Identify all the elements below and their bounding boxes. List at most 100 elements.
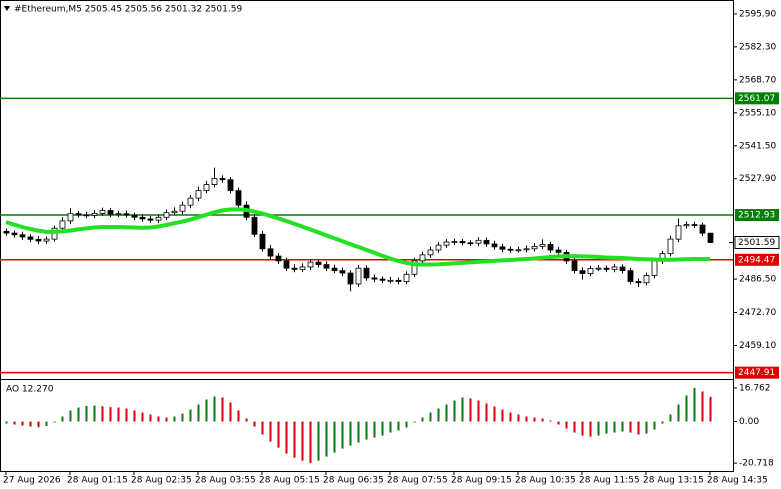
ao-bar xyxy=(661,421,664,424)
ao-bar xyxy=(309,421,312,464)
last-price-box xyxy=(734,236,780,250)
ao-bar xyxy=(405,421,408,428)
candle-body xyxy=(331,267,338,272)
x-tick-label: 28 Aug 09:15 xyxy=(451,476,512,486)
candle-body xyxy=(219,178,226,181)
x-tick-label: 28 Aug 14:35 xyxy=(707,476,768,486)
candle-body xyxy=(579,270,586,274)
candle-body xyxy=(547,244,554,251)
ao-bar xyxy=(509,412,512,422)
ao-bar xyxy=(261,421,264,435)
ao-bar xyxy=(373,421,376,438)
ao-bar xyxy=(501,409,504,422)
ao-bar xyxy=(157,416,160,422)
ao-bar xyxy=(101,406,104,422)
ao-bar xyxy=(21,421,24,426)
x-tick-label: 27 Aug 2026 xyxy=(3,476,61,486)
ao-bar xyxy=(325,421,328,457)
ao-bar xyxy=(53,421,56,423)
ao-bar xyxy=(637,421,640,435)
ao-bar xyxy=(37,421,40,428)
ao-bar xyxy=(693,387,696,422)
ao-bar xyxy=(381,421,384,436)
ao-bar xyxy=(141,412,144,422)
ao-bar xyxy=(5,421,8,424)
candle-body xyxy=(411,260,418,275)
ao-bar xyxy=(613,421,616,433)
candle-body xyxy=(603,267,610,270)
candle-body xyxy=(355,267,362,285)
candle-body xyxy=(155,216,162,221)
ao-bar xyxy=(61,416,64,422)
ao-bar xyxy=(77,407,80,422)
level-label: 2561.07 xyxy=(738,94,775,104)
candle-body xyxy=(699,224,706,234)
ao-bar xyxy=(581,421,584,436)
candle-body xyxy=(483,239,490,245)
candle-body xyxy=(475,239,482,244)
candle-body xyxy=(211,178,218,185)
candle-body xyxy=(595,267,602,270)
level-label-box xyxy=(735,209,779,222)
y-tick-label: 2555.10 xyxy=(739,108,776,118)
ao-bar xyxy=(333,421,336,453)
candle-body xyxy=(43,238,50,242)
ao-bar xyxy=(133,410,136,422)
candle-body xyxy=(587,268,594,274)
candle-body xyxy=(379,278,386,281)
candle-body xyxy=(131,214,138,218)
y-tick-label: 2568.70 xyxy=(739,75,776,85)
level-label-box xyxy=(735,253,779,266)
x-tick-label: 28 Aug 07:55 xyxy=(387,476,448,486)
level-label-box xyxy=(735,366,779,379)
ao-bar xyxy=(197,404,200,422)
candle-body xyxy=(291,267,298,270)
candle-body xyxy=(531,245,538,250)
ao-bar xyxy=(589,421,592,437)
candle-body xyxy=(299,266,306,270)
ao-bar xyxy=(45,421,48,426)
ao-bar xyxy=(365,421,368,440)
candle-body xyxy=(227,179,234,192)
candle-body xyxy=(323,264,330,269)
y-tick-label: 2527.90 xyxy=(739,174,776,184)
candle-body xyxy=(403,273,410,282)
candle-body xyxy=(491,243,498,248)
candle-body xyxy=(635,281,642,284)
ao-bar xyxy=(125,408,128,422)
candle-body xyxy=(467,242,474,245)
candle-body xyxy=(363,267,370,279)
candle-body xyxy=(179,204,186,212)
y-tick-label: 2459.10 xyxy=(739,341,776,351)
ao-bar xyxy=(269,421,272,442)
candle-body xyxy=(99,210,106,214)
candle-body xyxy=(339,270,346,274)
ao-bar xyxy=(293,421,296,458)
ao-bar xyxy=(485,403,488,422)
candle-body xyxy=(83,214,90,217)
ao-bar xyxy=(709,396,712,422)
ao-bar xyxy=(389,421,392,433)
ao-bar xyxy=(85,405,88,422)
candle-body xyxy=(515,249,522,252)
candle-body xyxy=(611,266,618,270)
y-tick-label: 2595.90 xyxy=(739,9,776,19)
y-tick-label: 2541.50 xyxy=(739,141,776,151)
ao-bar xyxy=(453,400,456,422)
candle-body xyxy=(11,232,18,236)
ao-bar xyxy=(477,400,480,422)
candle-body xyxy=(707,232,714,243)
candle-body xyxy=(115,213,122,216)
ao-bar xyxy=(13,421,16,425)
candle-body xyxy=(371,277,378,280)
candle-body xyxy=(171,210,178,214)
candle-body xyxy=(683,224,690,227)
ao-bar xyxy=(181,413,184,422)
ao-bar xyxy=(517,414,520,422)
candle-body xyxy=(539,244,546,247)
candle-body xyxy=(275,255,282,262)
ao-bar xyxy=(413,421,416,423)
candle-body xyxy=(427,249,434,256)
ao-bar xyxy=(421,417,424,422)
ao-bar xyxy=(533,417,536,422)
